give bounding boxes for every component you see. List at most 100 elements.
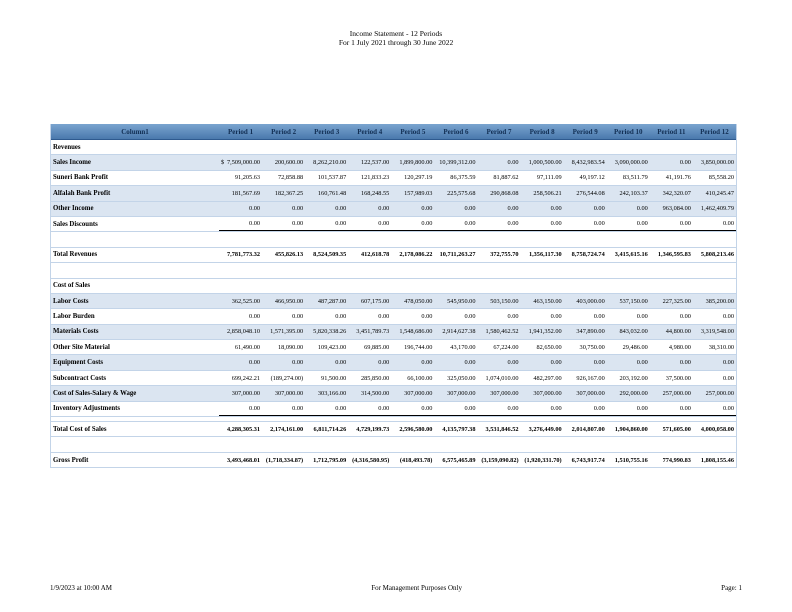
cell-value: 7,509,000.00 xyxy=(227,159,261,167)
cell-period-12: 0.00 xyxy=(692,402,736,417)
cell-value: 1,941,352.00 xyxy=(528,328,562,336)
cell-value: 121,833.23 xyxy=(360,174,390,182)
cell-value: 0.00 xyxy=(507,159,519,167)
cell-value: 325,050.00 xyxy=(447,374,476,382)
row-label: Labor Burden xyxy=(53,312,95,320)
cell-period-5: 0.00 xyxy=(391,402,435,417)
cell-value: 342,320.07 xyxy=(662,189,691,197)
cell-value: 0.00 xyxy=(593,359,605,367)
cell-period-3: 8,524,509.35 xyxy=(305,248,348,262)
cell-period-7: 67,224.00 xyxy=(477,340,520,354)
cell-value: (418,493.78) xyxy=(399,456,433,464)
cell-period-10: 0.00 xyxy=(607,202,650,216)
cell-value: 0.00 xyxy=(378,220,390,228)
cell-value: 160,761.48 xyxy=(317,189,347,197)
cell-period-11: 44,800.00 xyxy=(650,325,693,339)
column-header-period-6: Period 6 xyxy=(443,127,469,136)
cell-value: 30,750.00 xyxy=(579,343,605,351)
cell-value: 699,242.21 xyxy=(231,374,261,382)
cell-period-7: 0.00 xyxy=(477,402,521,417)
cell-period-1: 7,781,773.32 xyxy=(219,248,262,262)
row-label: Equipment Costs xyxy=(53,359,104,367)
cell-period-1: 0.00 xyxy=(219,355,262,369)
cell-period-7: 81,887.62 xyxy=(477,171,520,185)
cell-value: 43,170.00 xyxy=(450,343,476,351)
cell-period-8: 0.00 xyxy=(520,217,564,232)
cell-period-4: 69,885.00 xyxy=(348,340,391,354)
cell-value: 0.00 xyxy=(679,404,691,412)
column-header-period-5: Period 5 xyxy=(400,127,426,136)
row-label: Labor Costs xyxy=(53,297,89,305)
cell-value: 1,808,155.46 xyxy=(700,456,734,464)
cell-value: 2,174,161.00 xyxy=(270,425,304,433)
cell-period-1: 91,205.63 xyxy=(219,171,262,185)
cell-period-6: 43,170.00 xyxy=(434,340,477,354)
cell-value: 120,297.19 xyxy=(404,174,433,182)
cell-period-10: 242,103.37 xyxy=(607,186,650,200)
cell-period-9: 0.00 xyxy=(564,202,607,216)
cell-period-3: 0.00 xyxy=(305,402,349,417)
cell-period-2: 182,367.25 xyxy=(262,186,305,200)
row-label xyxy=(51,437,219,451)
cell-period-2: 1,571,395.00 xyxy=(262,325,305,339)
cell-value: 0.00 xyxy=(636,359,648,367)
cell-value: 487,287.00 xyxy=(317,297,347,305)
cell-value: 0.00 xyxy=(507,220,519,228)
cell-value: 0.00 xyxy=(249,220,261,228)
cell-period-4: 0.00 xyxy=(348,402,392,417)
cell-period-2: 72,858.88 xyxy=(262,171,305,185)
cell-value: 385,200.00 xyxy=(705,297,734,305)
cell-value: 4,729,199.73 xyxy=(356,425,390,433)
cell-period-2: 466,950.00 xyxy=(262,294,305,308)
cell-value: (189,274.00) xyxy=(270,374,304,382)
cell-period-7: (3,159,090.82) xyxy=(477,453,520,467)
cell-period-12: 385,200.00 xyxy=(693,294,736,308)
cell-period-11: 227,325.00 xyxy=(650,294,693,308)
cell-value: 347,890.00 xyxy=(576,328,605,336)
cell-value: 0.00 xyxy=(292,404,304,412)
footer-page-number: Page: 1 xyxy=(721,584,742,592)
cell-value: (4,316,580.95) xyxy=(352,456,390,464)
cell-period-9: 0.00 xyxy=(563,217,607,232)
cell-value: 6,743,917.74 xyxy=(571,456,605,464)
cell-value: 0.00 xyxy=(249,404,261,412)
cell-value: 4,000,058.00 xyxy=(700,425,734,433)
cell-period-2: 2,174,161.00 xyxy=(262,422,305,436)
table-row-other-site-material: Other Site Material 61,490.00 18,090.00 109… xyxy=(51,340,736,356)
cell-period-5: 0.00 xyxy=(391,355,434,369)
cell-value: 72,858.88 xyxy=(277,174,304,182)
cell-value: 196,744.00 xyxy=(404,343,433,351)
cell-period-11: 342,320.07 xyxy=(650,186,693,200)
cell-value: 307,000.00 xyxy=(404,389,433,397)
column-header-period-12: Period 12 xyxy=(700,127,729,136)
cell-period-5: 1,899,800.00 xyxy=(391,155,434,169)
row-label: Alfalah Bank Profit xyxy=(53,189,111,197)
cell-period-7: 1,074,010.00 xyxy=(477,371,520,385)
table-row-inventory-adjustments: Inventory Adjustments 0.00 0.00 0.00 0.00 0.0… xyxy=(51,401,736,418)
cell-period-7: 3,531,846.52 xyxy=(477,422,520,436)
cell-value: 0.00 xyxy=(507,359,519,367)
cell-value: 0.00 xyxy=(292,205,304,213)
cell-period-3: 1,712,795.09 xyxy=(305,453,348,467)
footer-disclaimer: For Management Purposes Only xyxy=(371,584,462,592)
cell-period-9: 0.00 xyxy=(563,402,607,417)
cell-period-12: 0.00 xyxy=(692,217,736,232)
cell-value: 37,500.00 xyxy=(665,374,691,382)
cell-period-10: 0.00 xyxy=(607,355,650,369)
cell-value: 2,914,627.38 xyxy=(442,328,476,336)
cell-period-3: 0.00 xyxy=(305,355,348,369)
cell-period-11: 0.00 xyxy=(649,402,693,417)
cell-value: 571,605.00 xyxy=(662,425,691,433)
cell-value: 2,014,807.00 xyxy=(571,425,605,433)
cell-period-7: 0.00 xyxy=(477,355,520,369)
cell-value: 1,580,462.52 xyxy=(485,328,519,336)
cell-period-3: 109,423.00 xyxy=(305,340,348,354)
cell-period-3: 8,262,210.00 xyxy=(305,155,348,169)
cell-period-4: 0.00 xyxy=(348,202,391,216)
cell-value: 455,826.13 xyxy=(274,251,304,259)
cell-period-6: 4,135,797.38 xyxy=(434,422,477,436)
cell-period-2: (189,274.00) xyxy=(262,371,305,385)
column-header-period-7: Period 7 xyxy=(486,127,512,136)
row-label: Sales Income xyxy=(53,159,91,167)
table-row-sales-discounts: Sales Discounts 0.00 0.00 0.00 0.00 0.00 0.00 0… xyxy=(51,216,736,233)
